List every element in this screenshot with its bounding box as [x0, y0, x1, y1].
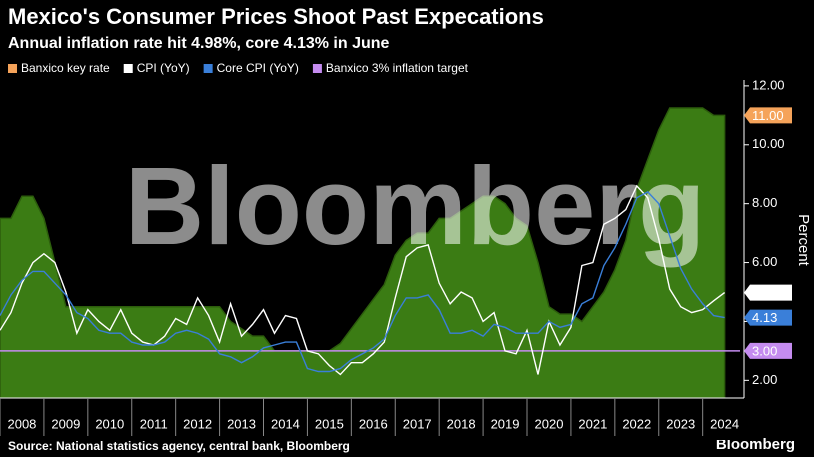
legend-label: Core CPI (YoY) [217, 61, 299, 75]
legend-label: Banxico key rate [21, 61, 110, 75]
x-tick-label: 2009 [51, 416, 80, 431]
x-tick-label: 2015 [315, 416, 344, 431]
value-tag [744, 107, 792, 124]
x-tick-label: 2016 [359, 416, 388, 431]
legend-swatch [203, 64, 213, 73]
value-tag [744, 342, 792, 359]
y-tick-label: 2.00 [752, 372, 777, 387]
brand: Bloomberg [716, 436, 795, 453]
legend-swatch [8, 64, 17, 73]
watermark: Bloomberg [125, 145, 706, 268]
value-tag-label: 4.13 [752, 310, 777, 325]
x-axis-band [0, 398, 744, 440]
x-tick-label: 2020 [535, 416, 564, 431]
x-tick-label: 2017 [403, 416, 432, 431]
value-tag-label: 4.98 [752, 285, 777, 300]
x-tick-label: 2010 [95, 416, 124, 431]
value-tag-label: 11.00 [752, 108, 784, 123]
y-tick-label: 10.00 [752, 136, 785, 151]
value-tag-label: 3.00 [752, 343, 777, 358]
x-tick-label: 2013 [227, 416, 256, 431]
x-tick-label: 2024 [710, 416, 739, 431]
series-line [0, 191, 725, 373]
y-tick-label: 6.00 [752, 254, 777, 269]
series-line [0, 184, 726, 376]
y-tick-label: 8.00 [752, 195, 777, 210]
x-tick-label: 2011 [140, 416, 168, 431]
x-tick-label: 2012 [183, 416, 212, 431]
x-tick-label: 2023 [666, 416, 695, 431]
value-tag [744, 284, 792, 301]
x-tick-label: 2014 [271, 416, 300, 431]
rate-area [0, 107, 726, 399]
value-tag [744, 309, 792, 326]
legend-swatch [312, 64, 322, 73]
x-tick-label: 2019 [491, 416, 520, 431]
chart-subtitle: Annual inflation rate hit 4.98%, core 4.… [8, 35, 390, 52]
source: Source: National statistics agency, cent… [8, 439, 350, 453]
x-tick-label: 2008 [7, 416, 36, 431]
y-tick-label: 12.00 [752, 77, 785, 92]
x-tick-label: 2022 [622, 416, 651, 431]
chart-title: Mexico's Consumer Prices Shoot Past Expe… [8, 4, 544, 29]
legend-label: CPI (YoY) [137, 61, 190, 75]
legend-swatch [123, 64, 133, 73]
legend-label: Banxico 3% inflation target [326, 61, 469, 75]
x-tick-label: 2021 [578, 416, 607, 431]
y-axis-label: Percent [795, 214, 812, 267]
plot [0, 107, 726, 399]
x-tick-label: 2018 [447, 416, 476, 431]
